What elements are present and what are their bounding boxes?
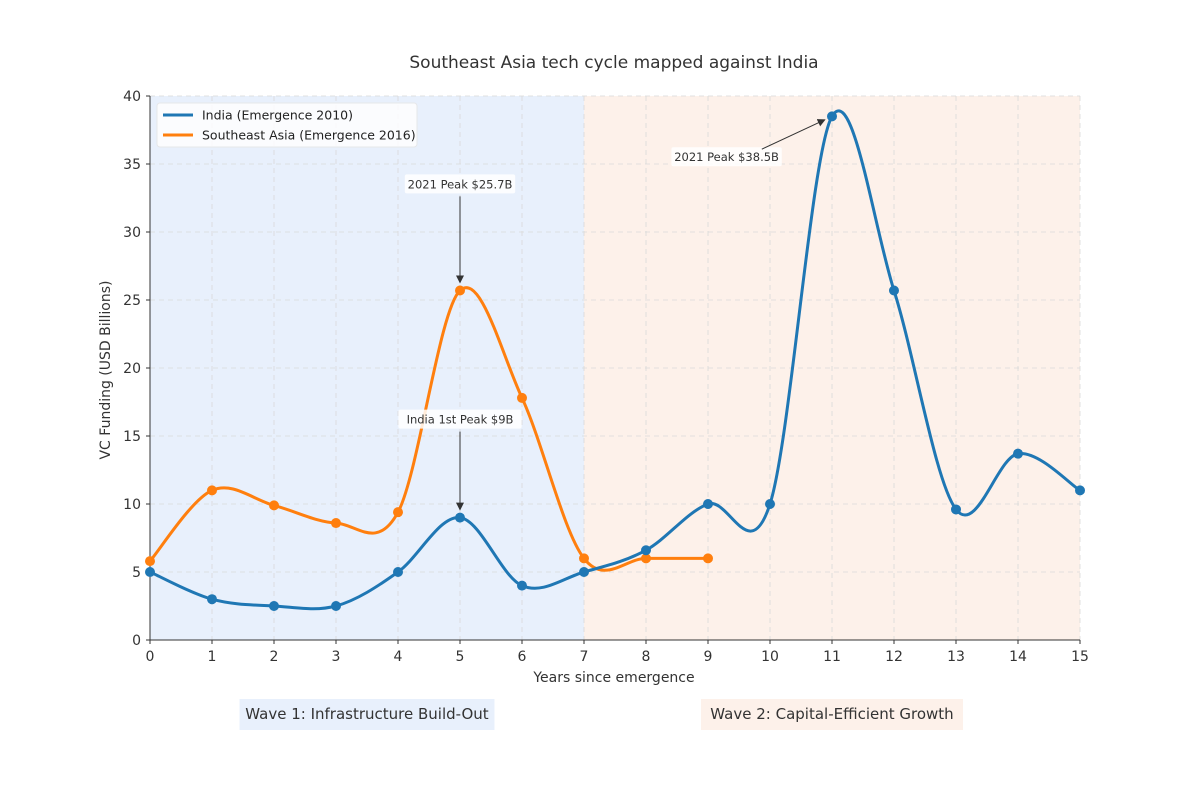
x-tick-label: 9 — [704, 649, 713, 665]
x-tick-label: 6 — [518, 649, 527, 665]
x-tick-label: 14 — [1009, 649, 1027, 665]
wave-label-2: Wave 2: Capital-Efficient Growth — [710, 705, 953, 723]
data-point-india — [641, 545, 651, 556]
x-tick-label: 15 — [1071, 649, 1089, 665]
series-line-southeast-asia — [148, 286, 710, 572]
data-point-india — [269, 601, 279, 611]
y-axis-title: VC Funding (USD Billions) — [98, 280, 114, 459]
legend-box — [156, 102, 418, 148]
y-tick-label: 0 — [132, 633, 141, 649]
legend-label-2: Southeast Asia (Emergence 2016) — [202, 128, 416, 143]
legend: India (Emergence 2010) Southeast Asia (Em… — [156, 102, 418, 148]
x-tick-label: 2 — [270, 649, 279, 665]
data-point-india — [393, 567, 403, 577]
wave-labels: Wave 1: Infrastructure Build-Out Wave 2: … — [239, 699, 963, 730]
wave-label-box-1 — [239, 699, 495, 730]
x-tick-label: 4 — [394, 649, 403, 665]
data-point-southeast-asia — [579, 553, 589, 564]
data-point-india — [1075, 485, 1085, 496]
data-point-india — [827, 111, 837, 122]
data-point-southeast-asia — [145, 556, 155, 567]
annotations: 2021 Peak $25.7B India 1st Peak $9B 2021 P… — [398, 119, 826, 511]
data-point-southeast-asia — [393, 507, 403, 518]
data-point-india — [517, 580, 527, 591]
data-point-india — [703, 499, 713, 509]
series-points — [145, 111, 1085, 611]
data-point-southeast-asia — [703, 553, 713, 564]
data-point-southeast-asia — [455, 285, 465, 296]
x-tick-label: 8 — [642, 649, 651, 665]
x-tick-label: 0 — [146, 649, 155, 665]
annotation-label-3: 2021 Peak $38.5B — [674, 150, 779, 164]
chart-title: Southeast Asia tech cycle mapped against… — [409, 53, 818, 73]
annotation-box-1 — [404, 174, 516, 194]
data-point-southeast-asia — [269, 500, 279, 511]
x-tick-label: 5 — [456, 649, 465, 665]
x-tick-label: 3 — [332, 649, 341, 665]
data-point-india — [207, 594, 217, 605]
data-point-india — [951, 504, 961, 515]
x-tick-label: 12 — [885, 649, 903, 665]
wave-label-1: Wave 1: Infrastructure Build-Out — [245, 705, 489, 723]
annotation-label-1: 2021 Peak $25.7B — [408, 177, 513, 191]
data-point-india — [1013, 448, 1023, 459]
wave-label-box-2 — [701, 699, 963, 730]
x-tick-label: 13 — [947, 649, 965, 665]
x-tick-labels: 0 1 2 3 4 5 6 7 8 9 10 11 12 13 14 15 — [146, 640, 1089, 665]
x-tick-label: 11 — [823, 649, 841, 665]
annotation-label-2: India 1st Peak $9B — [407, 413, 514, 427]
data-point-southeast-asia — [641, 553, 651, 564]
annotation-box-2 — [398, 409, 522, 429]
data-point-southeast-asia — [207, 485, 217, 496]
legend-label-1: India (Emergence 2010) — [202, 108, 353, 123]
x-axis-title: Years since emergence — [532, 670, 694, 686]
y-tick-labels: 0 5 10 15 20 25 30 35 40 — [123, 89, 150, 649]
data-point-india — [331, 601, 341, 611]
annotation-box-3 — [671, 147, 782, 167]
x-tick-label: 7 — [580, 649, 589, 665]
data-point-india — [455, 512, 465, 523]
data-point-india — [765, 499, 775, 509]
x-tick-label: 1 — [208, 649, 217, 665]
y-tick-label: 25 — [123, 293, 141, 309]
y-tick-label: 20 — [123, 361, 141, 377]
annotation-arrow-3 — [761, 119, 826, 150]
data-point-india — [889, 285, 899, 296]
y-tick-label: 15 — [123, 429, 141, 445]
data-point-india — [145, 567, 155, 577]
y-tick-label: 40 — [123, 89, 141, 105]
data-point-southeast-asia — [331, 518, 341, 529]
x-tick-label: 10 — [761, 649, 779, 665]
y-tick-label: 30 — [123, 225, 141, 241]
y-tick-label: 5 — [132, 565, 141, 581]
data-point-india — [579, 567, 589, 577]
y-tick-label: 10 — [123, 497, 141, 513]
y-tick-label: 35 — [123, 157, 141, 173]
data-point-southeast-asia — [517, 392, 527, 403]
